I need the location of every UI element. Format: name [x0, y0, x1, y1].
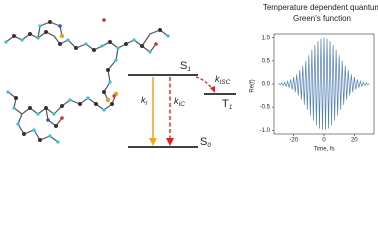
- symbol: S: [200, 136, 207, 148]
- y-axis-label: Re(f): [250, 79, 256, 92]
- symbol: k: [141, 95, 146, 105]
- s1-label: S1: [180, 60, 191, 73]
- x-axis-label: Time, fs: [313, 147, 334, 153]
- y-tick-label: 0.5: [262, 58, 271, 64]
- kr-arrowhead: [149, 138, 157, 146]
- kic-arrowhead: [166, 138, 174, 146]
- kr-label: kr: [141, 95, 149, 106]
- x-tick-label: 20: [351, 138, 358, 144]
- jablonski: S1 S0 T1 kr kIC kISC: [128, 60, 236, 149]
- y-tick-label: 1.0: [262, 35, 271, 41]
- graphical-abstract: S1 S0 T1 kr kIC kISC Temperature depende…: [4, 3, 378, 153]
- kisc-label: kISC: [215, 74, 231, 85]
- page: S1 S0 T1 kr kIC kISC Temperature depende…: [4, 3, 378, 153]
- symbol: k: [215, 74, 220, 84]
- subscript: r: [146, 100, 149, 107]
- subscript: ISC: [220, 79, 231, 86]
- subscript: 1: [229, 104, 233, 111]
- data-line: [278, 37, 370, 130]
- x-tick-label: 0: [322, 138, 326, 144]
- chart-title: Green's function: [293, 14, 351, 23]
- s0-label: S0: [200, 136, 211, 149]
- kisc-arrow: [195, 76, 214, 91]
- y-tick-label: -1.0: [260, 128, 271, 134]
- kic-label: kIC: [174, 96, 185, 107]
- chart-title: Temperature dependent quantum: [263, 3, 378, 12]
- y-tick-label: -0.5: [260, 105, 271, 111]
- subscript: IC: [179, 101, 186, 108]
- atoms: [4, 18, 170, 144]
- t1-label: T1: [222, 98, 233, 111]
- y-tick-label: 0.0: [262, 82, 271, 88]
- subscript: 1: [187, 66, 191, 73]
- subscript: 0: [207, 142, 211, 149]
- symbol: k: [174, 96, 179, 106]
- symbol: T: [222, 98, 229, 110]
- symbol: S: [180, 60, 187, 72]
- x-tick-label: -20: [289, 138, 298, 144]
- kisc-arrowhead: [210, 86, 215, 93]
